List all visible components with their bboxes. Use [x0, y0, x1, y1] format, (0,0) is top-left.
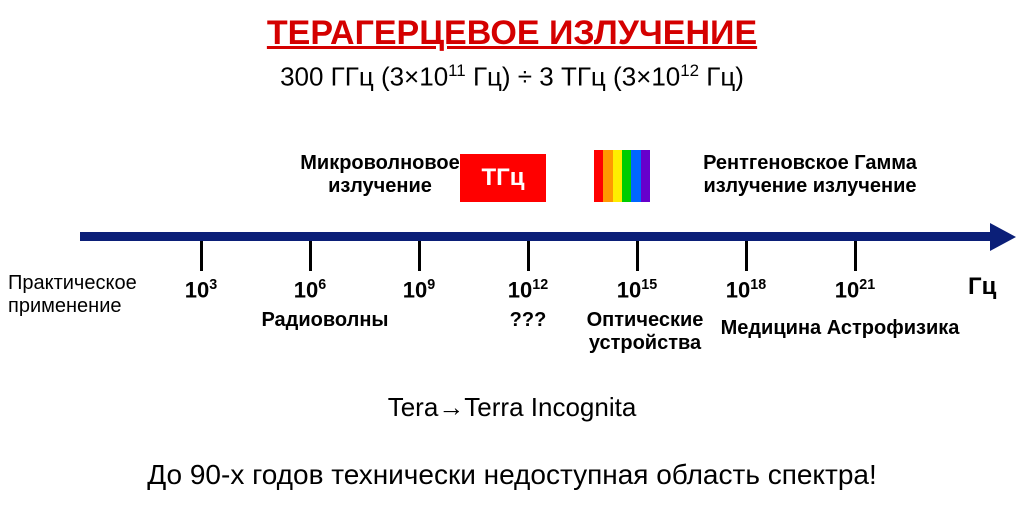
spectrum-band [603, 150, 612, 202]
spectrum-band [594, 150, 603, 202]
axis-tick [854, 241, 857, 271]
footer-text: До 90-х годов технически недоступная обл… [0, 459, 1024, 491]
xray-gamma-label: Рентгеновское Гамма излучение излучение [680, 152, 940, 198]
axis-tick [636, 241, 639, 271]
spectrum-region-label: Радиоволны [255, 309, 395, 332]
axis-tick [309, 241, 312, 271]
axis-tick [527, 241, 530, 271]
axis-tick [200, 241, 203, 271]
practical-application-label: Практическое применение [8, 272, 137, 318]
spectrum-region-label: Оптические устройства [580, 309, 710, 355]
frequency-axis [80, 232, 992, 241]
visible-spectrum [594, 150, 650, 202]
spectrum-band [613, 150, 622, 202]
microwave-label: Микроволновое излучение [290, 152, 470, 198]
frequency-range-subtitle: 300 ГГц (3×1011 Гц) ÷ 3 ТГц (3×1012 Гц) [0, 61, 1024, 93]
spectrum-band [641, 150, 650, 202]
spectrum-region-label: ??? [498, 309, 558, 332]
spectrum-region-label: Медицина Астрофизика [710, 317, 970, 340]
axis-tick-label: 106 [280, 277, 340, 303]
axis-tick [745, 241, 748, 271]
spectrum-band [622, 150, 631, 202]
axis-tick-label: 1018 [716, 277, 776, 303]
thz-box: ТГц [460, 154, 546, 202]
main-title: ТЕРАГЕРЦЕВОЕ ИЗЛУЧЕНИЕ [0, 14, 1024, 53]
axis-tick-label: 1012 [498, 277, 558, 303]
axis-arrowhead-icon [990, 223, 1016, 251]
axis-tick-label: 109 [389, 277, 449, 303]
axis-unit-label: Гц [968, 273, 996, 301]
spectrum-band [631, 150, 640, 202]
tera-incognita-text: Tera→Terra Incognita [0, 392, 1024, 423]
axis-tick [418, 241, 421, 271]
axis-tick-label: 1021 [825, 277, 885, 303]
axis-tick-label: 1015 [607, 277, 667, 303]
axis-tick-label: 103 [171, 277, 231, 303]
spectrum-diagram: Микроволновое излучение Рентгеновское Га… [0, 134, 1024, 394]
